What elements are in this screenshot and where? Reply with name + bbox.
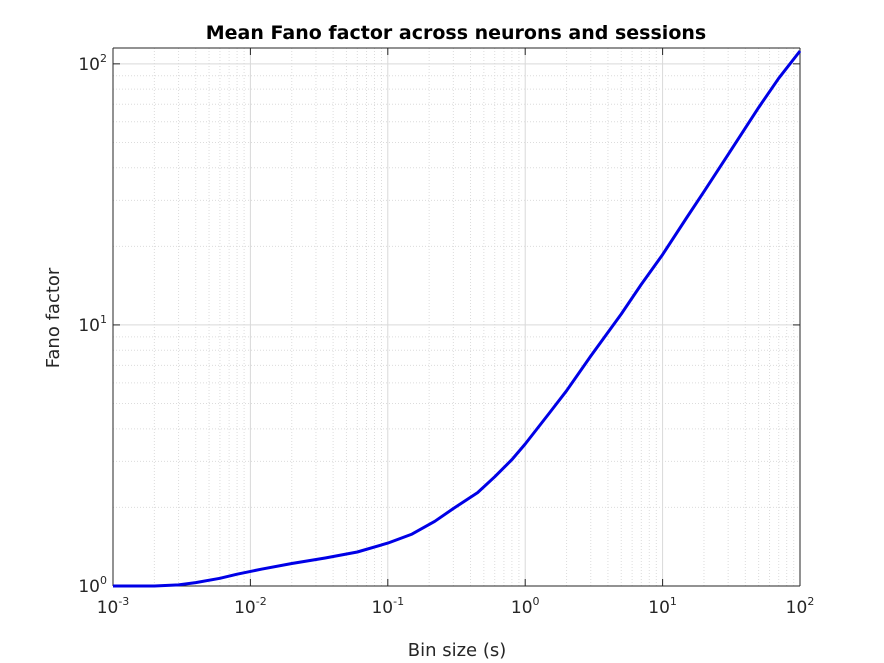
grid <box>112 48 801 587</box>
x-tick-label: 102 <box>786 595 815 618</box>
y-axis-label: Fano factor <box>43 267 64 368</box>
y-tick-label: 101 <box>78 313 107 336</box>
tick-labels: 10-3 10-2 10-1 100 101 102 100 101 102 <box>78 52 814 618</box>
y-tick-label: 102 <box>78 52 107 75</box>
x-tick-label: 100 <box>511 595 540 618</box>
series-layer <box>113 50 801 588</box>
x-tick-label: 10-1 <box>371 595 404 618</box>
axes <box>112 47 801 587</box>
x-tick-label: 101 <box>648 595 677 618</box>
y-tick-label: 100 <box>78 574 107 597</box>
series-line <box>113 50 801 588</box>
x-tick-label: 10-2 <box>234 595 267 618</box>
x-tick-label: 10-3 <box>97 595 130 618</box>
plot-background <box>113 48 800 586</box>
x-axis-label: Bin size (s) <box>408 640 507 661</box>
chart-title: Mean Fano factor across neurons and sess… <box>206 22 706 44</box>
